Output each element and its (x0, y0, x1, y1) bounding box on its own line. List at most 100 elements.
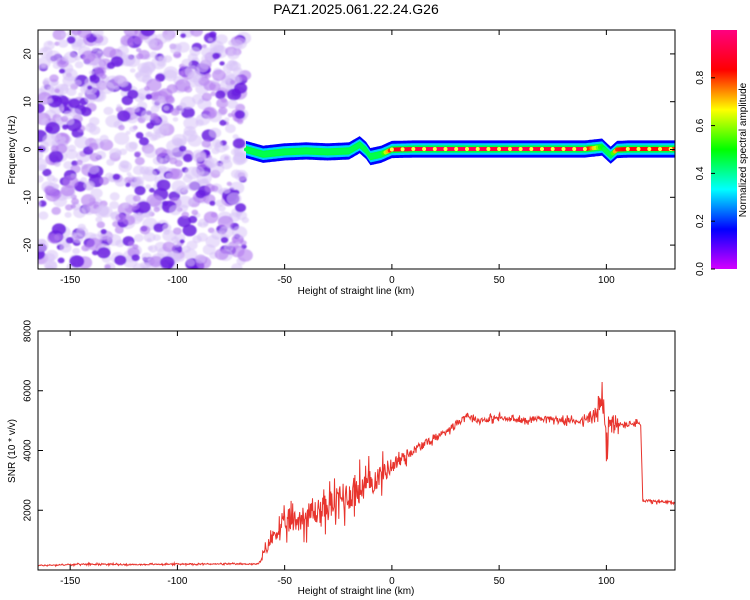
spectrogram-noise-blob (90, 188, 103, 199)
spectrogram-noise-blob (134, 72, 142, 79)
spectrogram-noise-blob (181, 58, 192, 68)
spectrogram-noise-blob (69, 255, 85, 268)
spectrogram-noise-blob (87, 122, 94, 128)
spectrogram-noise-blob (214, 248, 229, 260)
spectrogram-noise-blob (87, 164, 100, 175)
spectrogram-ridge-dot (647, 147, 652, 151)
spectrogram-noise-blob (45, 126, 53, 133)
snr-x-tick-label: 0 (389, 576, 395, 587)
spectrogram-noise-blob (47, 98, 54, 104)
spectrogram-noise-blob (226, 192, 242, 205)
snr-y-tick-label: 2000 (23, 499, 34, 522)
spectrogram-noise-blob (170, 108, 180, 116)
spectrogram-ridge-dot (507, 147, 512, 151)
spectrogram-noise-blob (63, 106, 70, 112)
spectrogram-noise-blob (208, 127, 222, 138)
spectrogram-noise-blob (62, 175, 79, 189)
spectrogram-noise-blob (227, 99, 238, 109)
spectrogram-noise-blob (117, 51, 126, 59)
spectrogram-noise-blob (66, 87, 77, 96)
spectrogram-noise-blob (219, 119, 227, 126)
spectrogram-noise-blob (43, 77, 50, 84)
spectrogram-noise-blob (66, 36, 76, 44)
spectrogram-noise-blob (164, 95, 174, 103)
spectrogram-noise-blob (235, 203, 246, 213)
spectrogram-noise-blob (175, 79, 191, 92)
spectrogram-noise-blob (128, 141, 138, 150)
spectrogram-noise-blob (162, 200, 169, 206)
spectrogram-noise-blob (230, 80, 236, 85)
spectrogram-noise-blob (191, 209, 199, 216)
spectrogram-noise-blob (136, 47, 142, 53)
spectrogram-noise-blob (49, 74, 59, 83)
spectrogram-noise-blob (179, 239, 185, 244)
spectrogram-noise-blob (99, 176, 110, 186)
spectrogram-noise-blob (163, 69, 178, 82)
spectrogram-noise-blob (144, 86, 150, 91)
colorbar-tick-label: 0.4 (695, 166, 706, 180)
spectrogram-noise-blob (39, 141, 49, 149)
spectrogram-noise-blob (38, 164, 47, 171)
spectrogram-noise-blob (51, 206, 61, 215)
spectrogram-noise-blob (139, 261, 150, 269)
spectrogram-noise-blob (88, 70, 95, 75)
spectrogram-noise-blob (54, 161, 61, 167)
spectrogram-ridge-dot (422, 147, 427, 151)
spectrogram-ridge-dot (625, 147, 630, 151)
colorbar-tick-label: 0.6 (695, 118, 706, 132)
spectrogram-noise-blob (201, 92, 212, 102)
spectrogram-noise-blob (152, 234, 161, 241)
spectrogram-noise-blob (181, 106, 195, 119)
spectrogram-noise-blob (61, 32, 67, 38)
spectrogram-noise-blob (59, 136, 67, 142)
spectrogram-noise-blob (97, 247, 111, 259)
colorbar-scale (711, 30, 737, 269)
snr-x-tick-label: 100 (598, 576, 615, 587)
spectrogram-noise-blob (128, 42, 134, 47)
spectrogram-noise-blob (134, 234, 144, 242)
spectrogram-noise-blob (210, 91, 216, 97)
spectrogram-noise-blob (63, 161, 74, 170)
spectrogram-noise-blob (40, 63, 47, 68)
spectrogram-ridge-dot (443, 147, 448, 151)
spectrogram-noise-blob (109, 192, 120, 201)
spectrogram-noise-blob (114, 255, 127, 266)
spectrogram-noise-blob (234, 169, 248, 181)
spectrogram-y-tick-label: -20 (23, 237, 34, 252)
spectrogram-noise-blob (202, 221, 209, 227)
spectrogram-noise-blob (43, 40, 55, 50)
spectrogram-ridge-dot (411, 147, 416, 151)
spectrogram-noise-blob (99, 134, 109, 143)
spectrogram-noise-blob (187, 70, 202, 83)
spectrogram-noise-blob (80, 106, 92, 117)
spectrogram-noise-blob (140, 30, 155, 37)
spectrogram-noise-blob (173, 240, 181, 247)
spectrogram-x-tick-label: 100 (598, 275, 615, 286)
spectrogram-noise-blob (87, 85, 93, 90)
spectrogram-noise-blob (80, 194, 96, 207)
spectrogram-noise-blob (73, 207, 86, 219)
spectrogram-noise-blob (74, 61, 84, 69)
spectrogram-noise-blob (119, 160, 130, 169)
spectrogram-noise-blob (99, 81, 115, 95)
spectrogram-noise-blob (158, 55, 167, 63)
spectrogram-noise-blob (77, 223, 86, 231)
spectrogram-noise-blob (114, 74, 125, 84)
spectrogram-noise-blob (208, 37, 213, 42)
spectrogram-noise-blob (212, 52, 221, 60)
spectrogram-noise-blob (169, 168, 183, 180)
spectrogram-noise-blob (95, 216, 103, 223)
spectrogram-noise-blob (187, 134, 203, 147)
spectrogram-noise-blob (171, 134, 188, 147)
spectrogram-noise-blob (131, 254, 140, 262)
spectrogram-noise-blob (145, 131, 152, 138)
spectrogram-noise-blob (180, 96, 196, 109)
spectrogram-noise-blob (134, 185, 146, 196)
spectrogram-noise-blob (190, 30, 203, 37)
spectrogram-ridge (244, 136, 675, 166)
spectrogram-noise-blob (52, 30, 66, 41)
spectrogram-noise-blob (164, 36, 172, 42)
spectrogram-noise-blob (201, 47, 213, 58)
spectrogram-noise-blob (146, 122, 155, 129)
spectrogram-noise-blob (215, 90, 226, 100)
